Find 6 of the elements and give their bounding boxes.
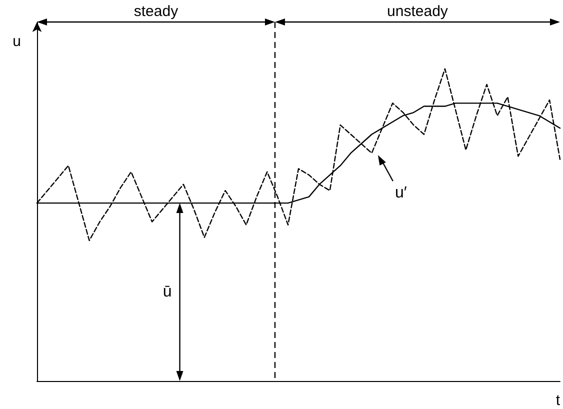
annotation: ū xyxy=(162,284,172,301)
text: unsteady xyxy=(387,3,448,20)
annotation: u′ xyxy=(394,184,407,202)
y-axis-title: u xyxy=(12,33,21,50)
x-axis-title: t xyxy=(556,392,561,409)
text: steady xyxy=(134,3,179,20)
